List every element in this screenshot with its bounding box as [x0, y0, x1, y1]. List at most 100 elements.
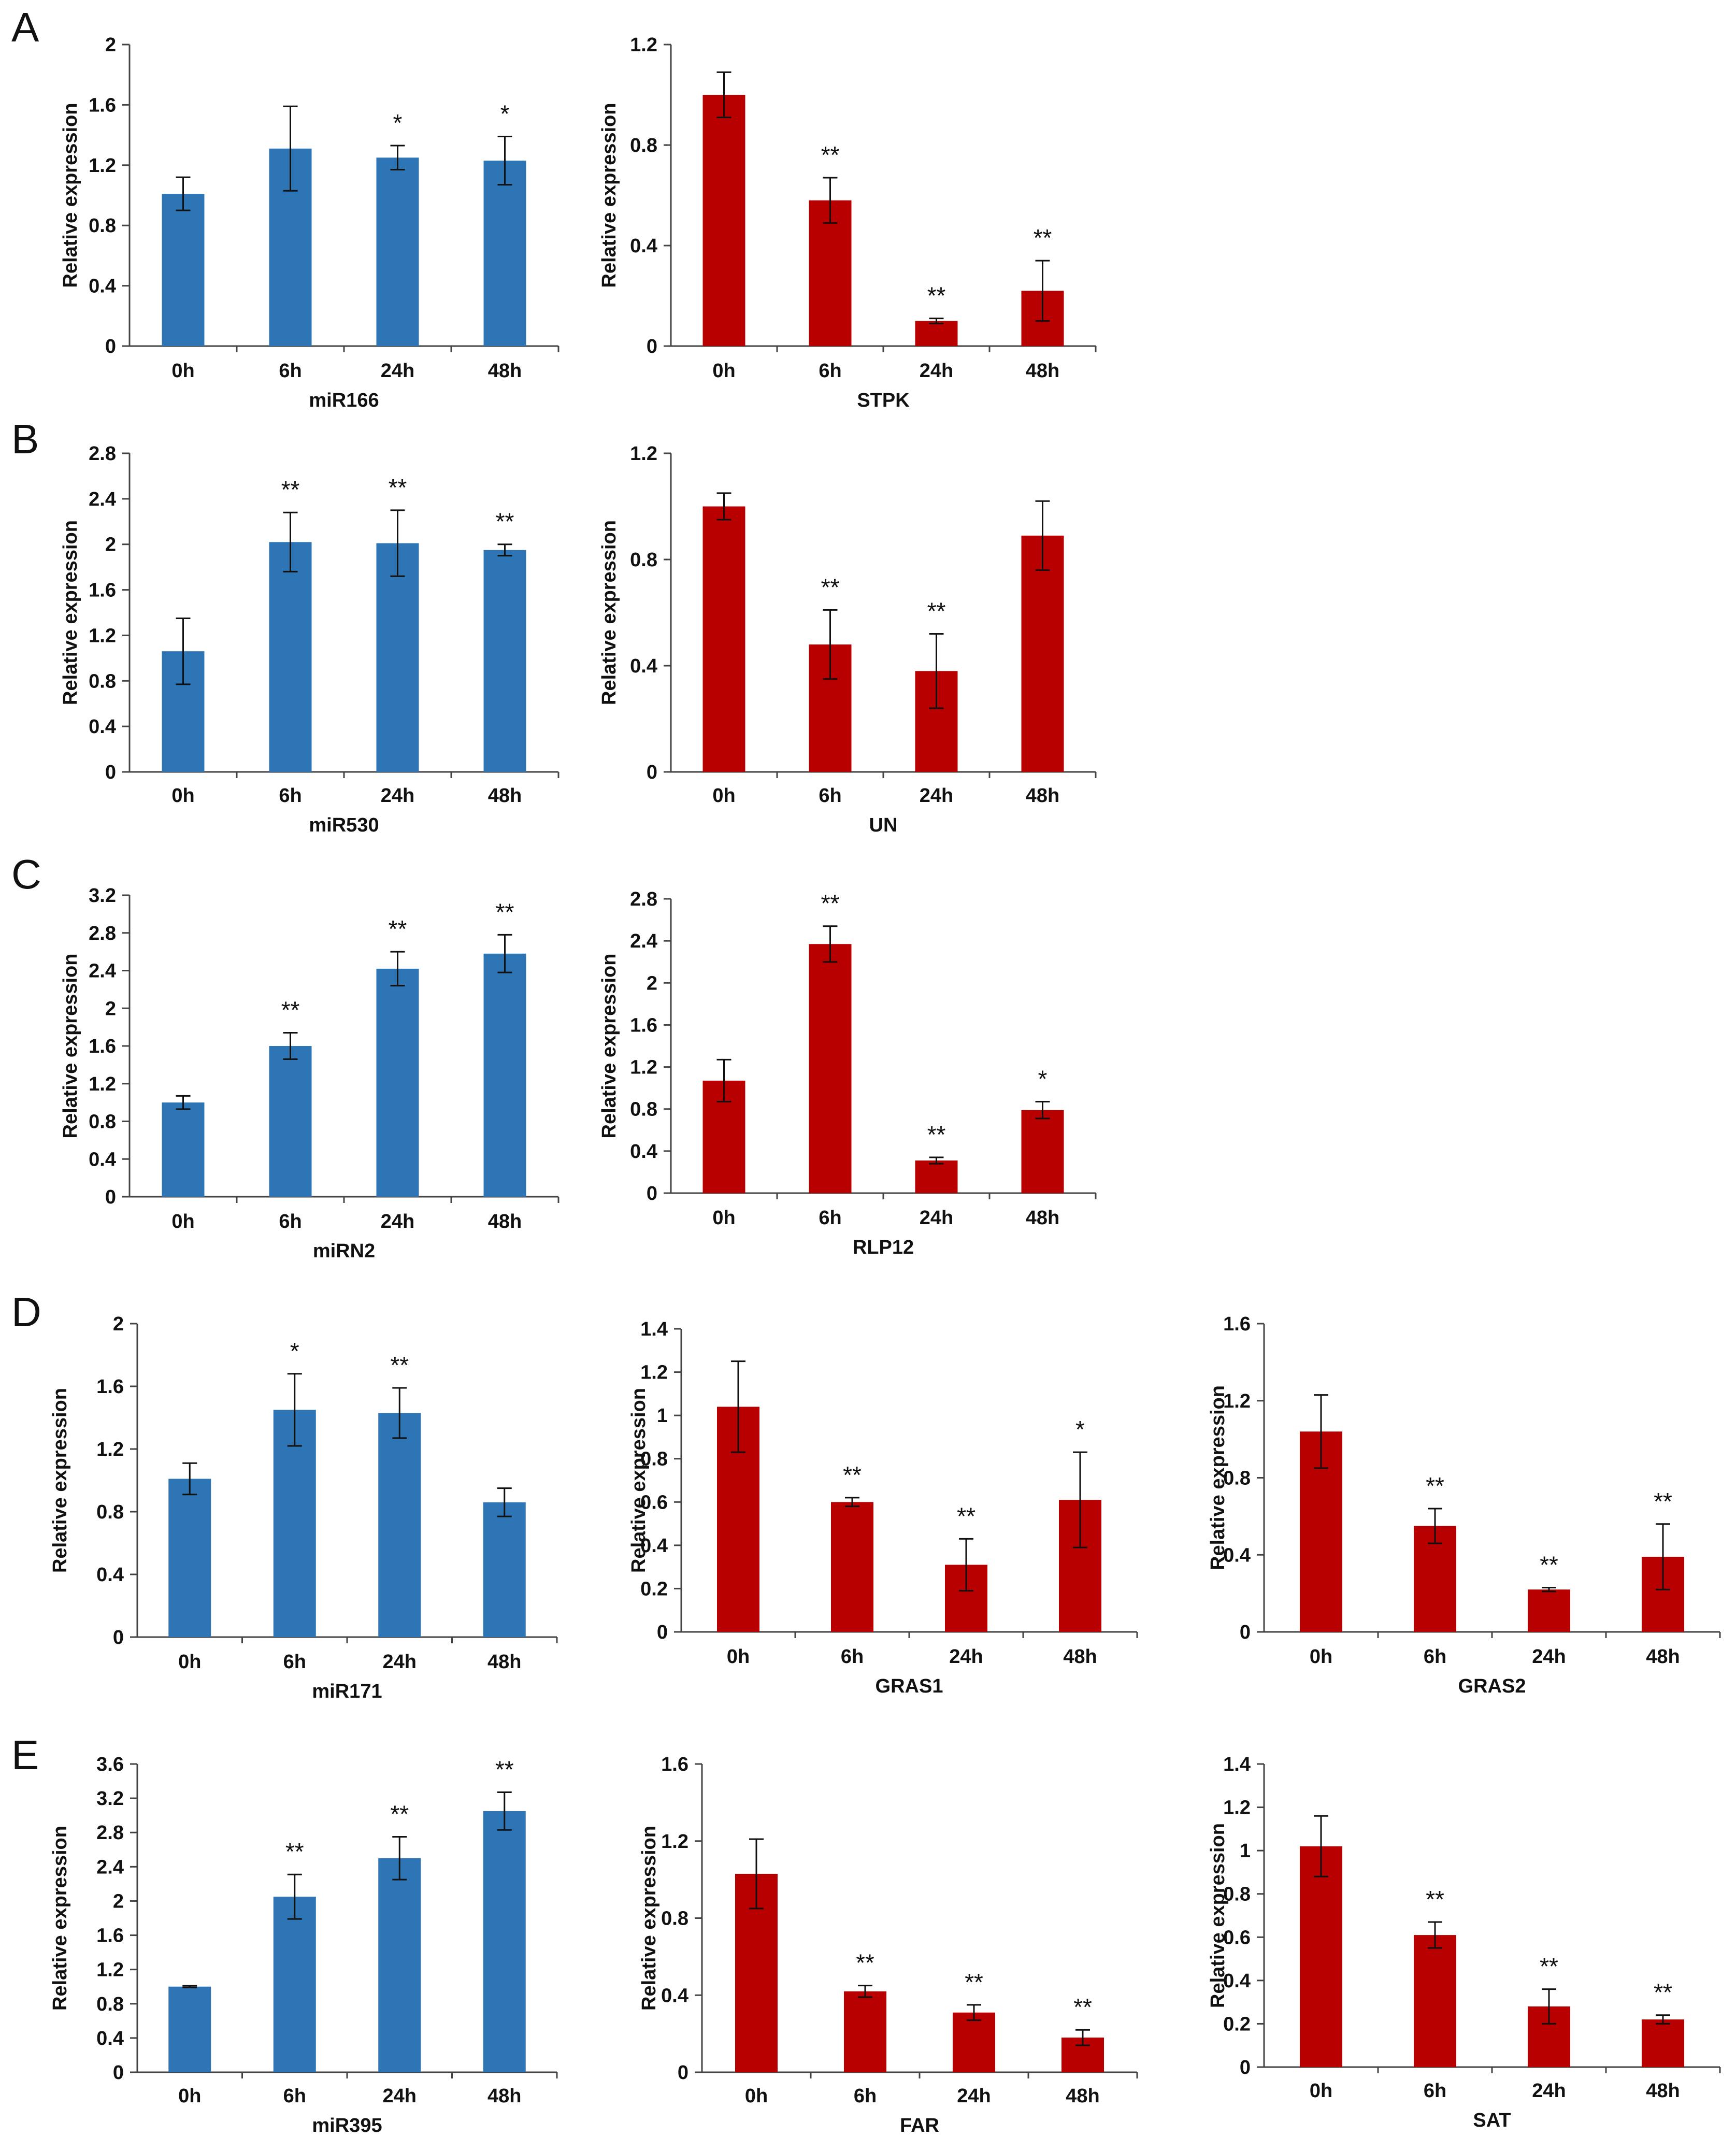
bar	[809, 944, 852, 1193]
x-category-label: 6h	[279, 1211, 302, 1232]
y-tick-label: 2.8	[89, 443, 116, 465]
y-tick-label: 0	[657, 1622, 668, 1643]
chart-mir395: 0 0.4 0.8 1.2 1.6 2 2.4 2.8 3.2 3.6 0h ** 6h ** 24h ** 4…	[49, 1754, 558, 2136]
x-category-label: 6h	[854, 2085, 877, 2107]
x-category-label: 6h	[283, 1651, 306, 1673]
y-tick-label: 2	[113, 1890, 124, 1912]
significance-marker: **	[821, 890, 840, 917]
bar	[162, 194, 205, 346]
y-tick-label: 1.6	[89, 1036, 116, 1057]
bar	[378, 1413, 421, 1637]
chart-un: 0 0.4 0.8 1.2 0h ** 6h ** 24h 48h UN Relative expre…	[598, 443, 1097, 836]
significance-marker: **	[843, 1461, 862, 1488]
y-axis-title: Relative expression	[598, 520, 620, 705]
bar	[273, 1897, 316, 2072]
y-tick-label: 0.8	[89, 670, 116, 692]
bar	[1021, 535, 1064, 772]
x-category-label: 24h	[920, 360, 953, 382]
bar	[376, 543, 419, 772]
y-tick-label: 2	[105, 534, 116, 556]
y-tick-label: 1	[1240, 1840, 1251, 1862]
y-axis-title: Relative expression	[598, 954, 620, 1139]
x-category-label: 6h	[819, 785, 841, 807]
x-category-label: 0h	[171, 1211, 194, 1232]
y-tick-label: 2.4	[630, 930, 657, 952]
y-tick-label: 0.8	[89, 215, 116, 237]
x-category-label: 48h	[1063, 1646, 1097, 1668]
y-tick-label: 0.8	[1223, 1468, 1251, 1489]
y-tick-label: 0	[647, 762, 657, 783]
y-tick-label: 1.2	[661, 1831, 688, 1853]
x-category-label: 0h	[712, 1207, 735, 1229]
chart-mir530: 0 0.4 0.8 1.2 1.6 2 2.4 2.8 0h ** 6h ** 24h ** 48h miR5…	[60, 443, 559, 836]
significance-marker: **	[1034, 224, 1052, 251]
bar	[269, 1046, 312, 1197]
significance-marker: **	[1426, 1886, 1444, 1913]
x-category-label: 24h	[957, 2085, 991, 2107]
bar	[483, 953, 526, 1197]
y-tick-label: 2.8	[96, 1822, 124, 1844]
y-tick-label: 0.8	[630, 549, 657, 571]
y-tick-label: 0	[105, 762, 116, 783]
x-category-label: 0h	[178, 1651, 201, 1673]
y-tick-label: 0	[1240, 1622, 1251, 1643]
y-axis-title: Relative expression	[628, 1388, 650, 1573]
significance-marker: **	[856, 1949, 874, 1976]
y-tick-label: 0.4	[630, 1141, 657, 1163]
x-category-label: 0h	[1310, 2080, 1332, 2102]
significance-marker: **	[390, 1800, 409, 1827]
x-axis-title: miR530	[309, 814, 379, 836]
bar	[844, 1991, 886, 2072]
x-category-label: 0h	[1310, 1646, 1332, 1668]
significance-marker: **	[495, 1756, 514, 1783]
y-tick-label: 1	[657, 1405, 668, 1427]
y-tick-label: 1.2	[89, 625, 116, 647]
bar	[702, 95, 745, 346]
y-tick-label: 1.4	[640, 1318, 668, 1340]
y-tick-label: 2	[105, 34, 116, 56]
bar	[168, 1986, 211, 2072]
x-category-label: 48h	[488, 785, 522, 807]
significance-marker: **	[821, 573, 840, 600]
y-tick-label: 1.2	[1223, 1797, 1251, 1819]
x-axis-title: GRAS1	[876, 1675, 943, 1697]
x-category-label: 24h	[383, 2085, 417, 2107]
chart-gras1: 0 0.2 0.4 0.6 0.8 1 1.2 1.4 0h ** 6h ** 24h * 48h GRAS1…	[628, 1318, 1138, 1697]
significance-marker: **	[821, 141, 840, 168]
y-axis-title: Relative expression	[60, 954, 81, 1139]
bar	[953, 2012, 995, 2072]
bar	[162, 1102, 205, 1197]
chart-sat: 0 0.2 0.4 0.6 0.8 1 1.2 1.4 0h ** 6h ** 24h ** 48h SAT R…	[1207, 1754, 1721, 2131]
panel-letter-d: D	[11, 1289, 41, 1335]
bar	[483, 1502, 526, 1637]
panel-letter-c: C	[11, 851, 41, 897]
y-tick-label: 2	[113, 1313, 124, 1335]
bar	[378, 1858, 421, 2072]
y-tick-label: 2.8	[630, 888, 657, 910]
x-category-label: 24h	[1532, 1646, 1566, 1668]
y-tick-label: 2.4	[96, 1856, 124, 1878]
x-category-label: 48h	[1026, 785, 1059, 807]
x-category-label: 0h	[745, 2085, 768, 2107]
bar	[831, 1502, 873, 1632]
y-tick-label: 1.2	[640, 1362, 668, 1384]
y-tick-label: 0.6	[1223, 1927, 1251, 1948]
significance-marker: **	[389, 474, 407, 501]
y-tick-label: 2.8	[89, 923, 116, 944]
bar	[809, 200, 852, 346]
y-tick-label: 0.4	[640, 1535, 668, 1557]
x-category-label: 6h	[1424, 2080, 1446, 2102]
y-tick-label: 3.6	[96, 1754, 124, 1775]
significance-marker: **	[1654, 1979, 1672, 2006]
significance-marker: *	[290, 1338, 299, 1365]
panel-letter-b: B	[11, 416, 39, 462]
y-axis-title: Relative expression	[49, 1388, 71, 1573]
y-tick-label: 3.2	[89, 885, 116, 907]
significance-marker: *	[1038, 1066, 1048, 1093]
y-tick-label: 0.2	[1223, 2013, 1251, 2035]
y-axis-title: Relative expression	[598, 103, 620, 288]
y-tick-label: 1.4	[1223, 1754, 1251, 1775]
y-tick-label: 0	[105, 1186, 116, 1208]
y-tick-label: 0	[647, 1183, 657, 1204]
x-category-label: 6h	[841, 1646, 864, 1668]
